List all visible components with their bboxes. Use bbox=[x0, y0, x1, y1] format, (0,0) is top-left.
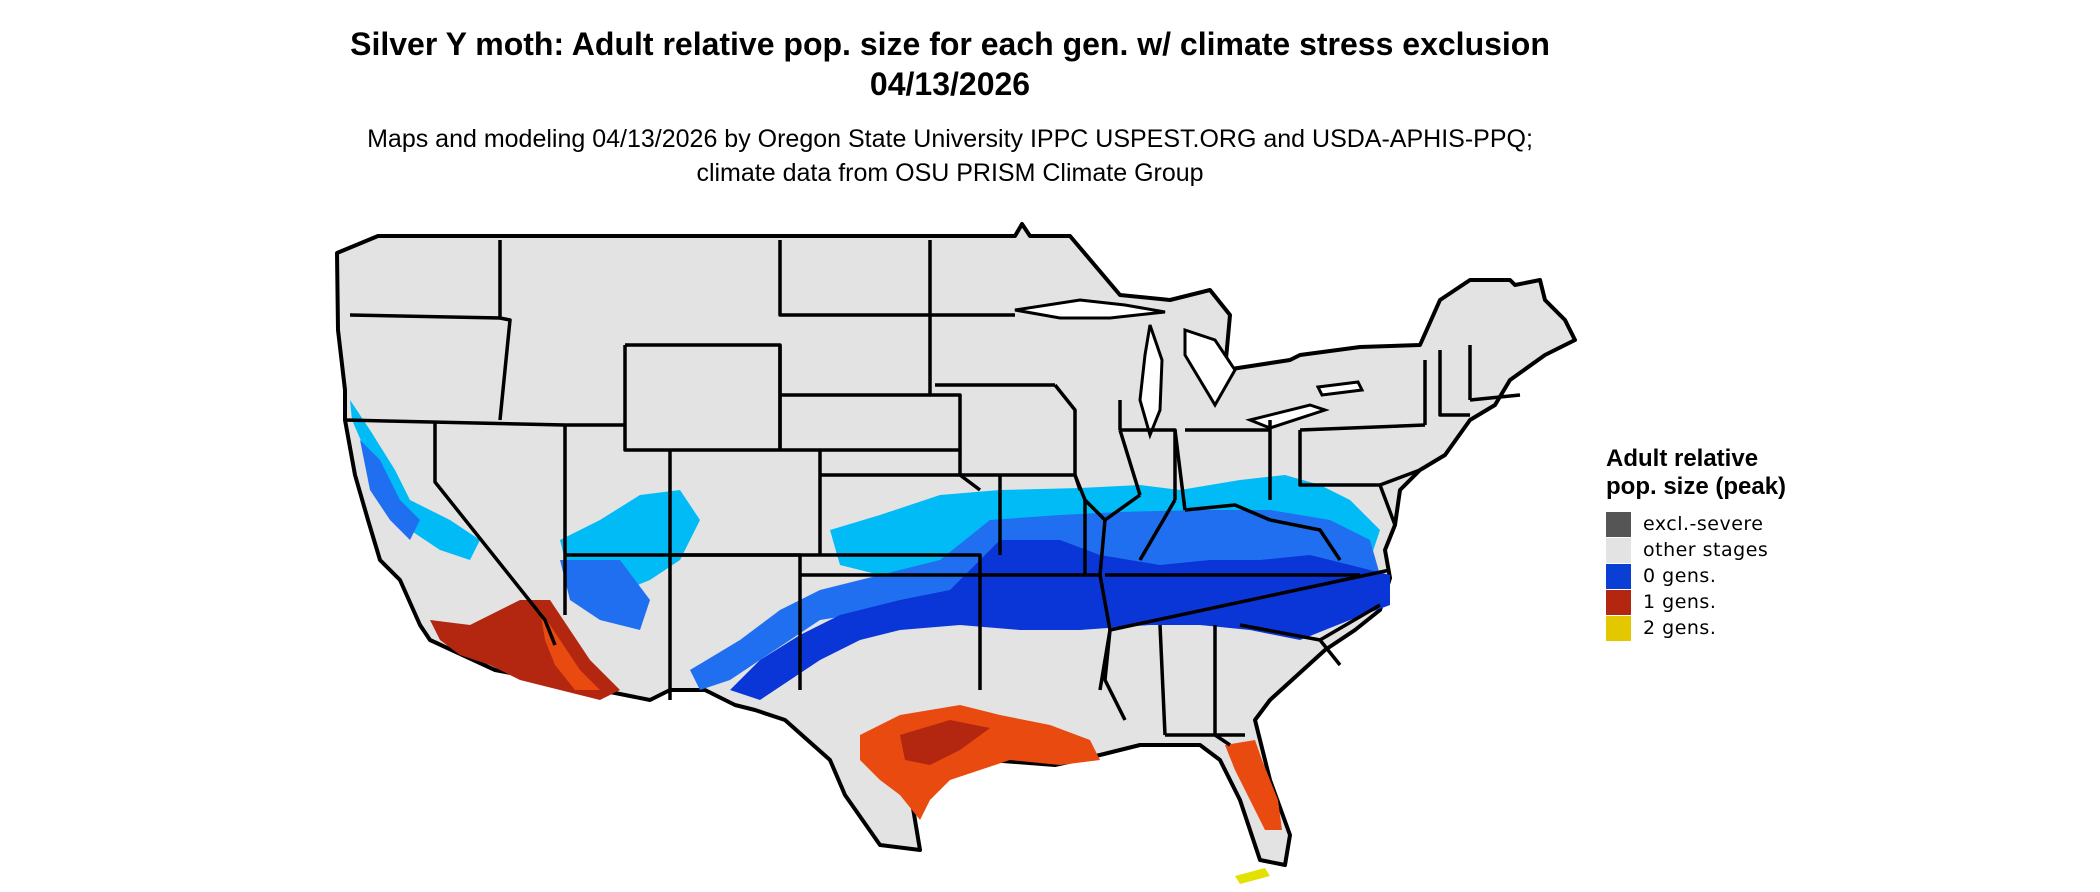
legend: Adult relative pop. size (peak) excl.-se… bbox=[1606, 445, 1796, 641]
legend-items: excl.-severe other stages 0 gens. 1 gens… bbox=[1606, 511, 1796, 641]
zone-mid-blue-sw bbox=[560, 560, 650, 630]
legend-item-1-gens: 1 gens. bbox=[1606, 589, 1796, 615]
legend-label: 1 gens. bbox=[1643, 591, 1717, 613]
zone-red-tx bbox=[900, 720, 990, 765]
legend-label: 2 gens. bbox=[1643, 617, 1717, 639]
legend-swatch-excl-severe bbox=[1606, 511, 1631, 537]
legend-swatch-1-gens bbox=[1606, 589, 1631, 615]
legend-swatch-0-gens bbox=[1606, 563, 1631, 589]
legend-item-excl-severe: excl.-severe bbox=[1606, 511, 1796, 537]
map-subtitle: Maps and modeling 04/13/2026 by Oregon S… bbox=[367, 125, 1533, 187]
lake-michigan bbox=[1138, 324, 1164, 440]
zone-orange-sw bbox=[540, 610, 600, 690]
zone-yellow-fl bbox=[1235, 868, 1270, 884]
legend-item-other-stages: other stages bbox=[1606, 537, 1796, 563]
legend-label: excl.-severe bbox=[1643, 513, 1764, 535]
legend-item-2-gens: 2 gens. bbox=[1606, 615, 1796, 641]
zone-dark-blue bbox=[730, 540, 1390, 700]
legend-item-0-gens: 0 gens. bbox=[1606, 563, 1796, 589]
legend-label: 0 gens. bbox=[1643, 565, 1717, 587]
legend-swatch-other-stages bbox=[1606, 537, 1631, 563]
zone-orange-fl bbox=[1225, 740, 1282, 830]
lake-superior bbox=[1014, 298, 1166, 320]
lake-huron bbox=[1183, 327, 1237, 408]
legend-label: other stages bbox=[1643, 539, 1769, 561]
state-borders bbox=[344, 240, 1521, 747]
legend-swatch-2-gens bbox=[1606, 615, 1631, 641]
zone-light-blue-ca bbox=[350, 400, 480, 560]
lake-ontario bbox=[1315, 380, 1365, 397]
legend-title-text: Adult relative pop. size (peak) bbox=[1606, 445, 1787, 500]
map-title: Silver Y moth: Adult relative pop. size … bbox=[350, 26, 1550, 102]
zone-mid-blue-ca bbox=[360, 440, 420, 540]
legend-title: Adult relative pop. size (peak) bbox=[1606, 445, 1796, 501]
